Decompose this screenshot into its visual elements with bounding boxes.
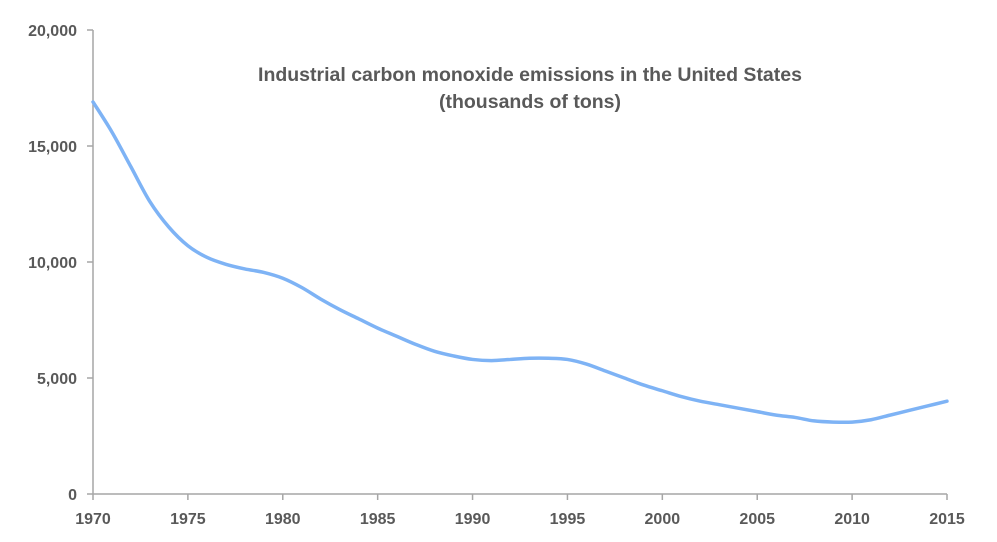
y-tick-label: 20,000 xyxy=(28,23,77,40)
series-layer xyxy=(91,100,949,425)
y-tick-label: 5,000 xyxy=(37,371,77,388)
x-tick-label: 2000 xyxy=(645,511,681,528)
x-tick-label: 2010 xyxy=(834,511,870,528)
x-tick-label: 1970 xyxy=(75,511,111,528)
x-tick-label: 1980 xyxy=(265,511,301,528)
x-tick-label: 2015 xyxy=(929,511,965,528)
chart-title: Industrial carbon monoxide emissions in … xyxy=(258,64,802,86)
y-tick-label: 10,000 xyxy=(28,255,77,272)
chart-subtitle: (thousands of tons) xyxy=(439,91,621,113)
x-ticks: 1970 1975 1980 1985 1990 1995 2000 2005 2010 2015 xyxy=(75,494,965,528)
x-tick-label: 1985 xyxy=(360,511,396,528)
y-tick-label: 0 xyxy=(68,487,77,504)
y-tick-label: 15,000 xyxy=(28,139,77,156)
x-tick-label: 1975 xyxy=(170,511,206,528)
x-tick-label: 1995 xyxy=(550,511,586,528)
y-ticks: 0 5,000 10,000 15,000 20,000 xyxy=(28,23,93,504)
series-line-0 xyxy=(91,100,949,425)
x-tick-label: 1990 xyxy=(455,511,491,528)
x-tick-label: 2005 xyxy=(739,511,775,528)
